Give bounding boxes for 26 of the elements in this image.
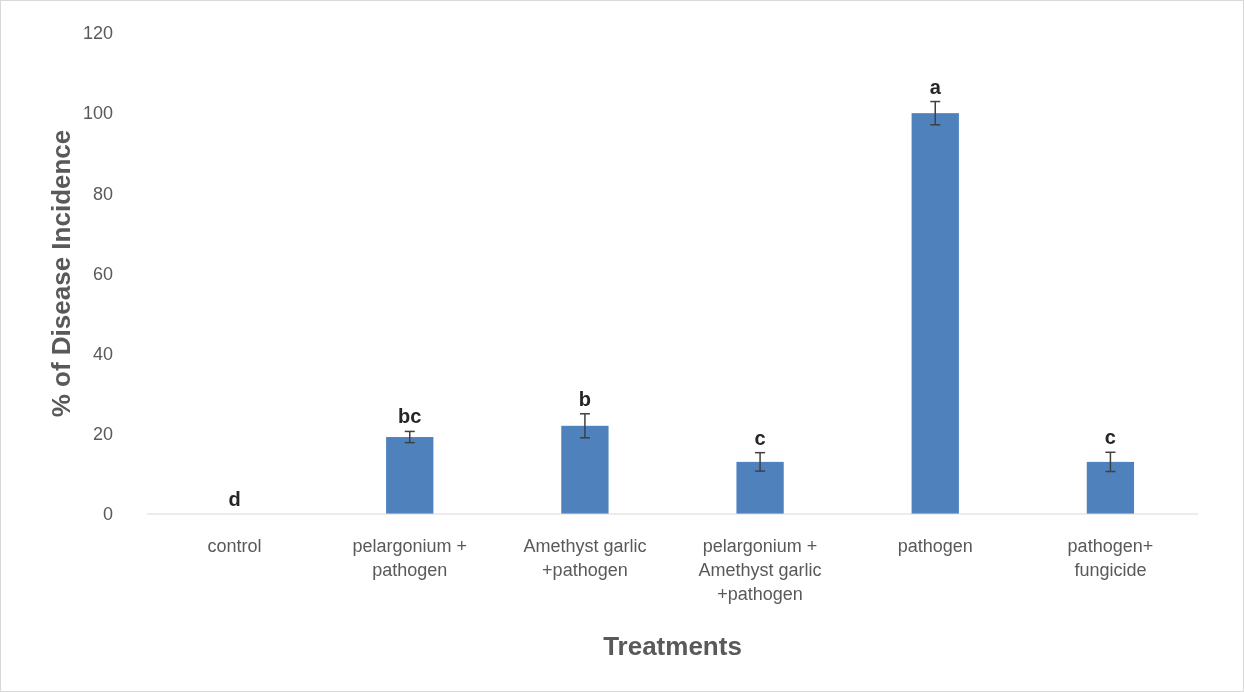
annotation: b	[578, 387, 592, 410]
y-tick-label: 40	[92, 343, 113, 364]
x-axis-title: Treatments	[603, 631, 742, 661]
y-tick-label: 60	[92, 263, 113, 284]
y-tick-label: 100	[82, 103, 113, 124]
bar	[911, 113, 959, 514]
x-tick-label: pelargonium + pathogen	[352, 536, 468, 580]
annotation: c	[754, 426, 766, 449]
y-tick-label: 120	[82, 23, 113, 44]
bar	[736, 461, 784, 514]
annotation: c	[1104, 426, 1116, 449]
annotation: a	[929, 75, 942, 98]
bar	[1086, 461, 1135, 514]
y-tick-label: 80	[92, 183, 113, 204]
x-tick-label: pelargonium + Amethyst garlic +pathogen	[698, 536, 822, 604]
x-tick-label: pathogen+ fungicide	[1067, 536, 1154, 580]
bar	[561, 425, 609, 514]
y-axis-title: % of Disease Incidence	[46, 129, 76, 418]
x-tick-label: pathogen	[897, 536, 973, 556]
annotation: bc	[398, 405, 422, 428]
y-tick-label: 20	[92, 424, 113, 445]
y-tick-label: 0	[102, 504, 113, 525]
x-tick-label: Amethyst garlic +pathogen	[523, 536, 647, 580]
annotation: d	[228, 488, 241, 510]
x-tick-label: control	[207, 536, 262, 556]
bar	[386, 437, 434, 514]
